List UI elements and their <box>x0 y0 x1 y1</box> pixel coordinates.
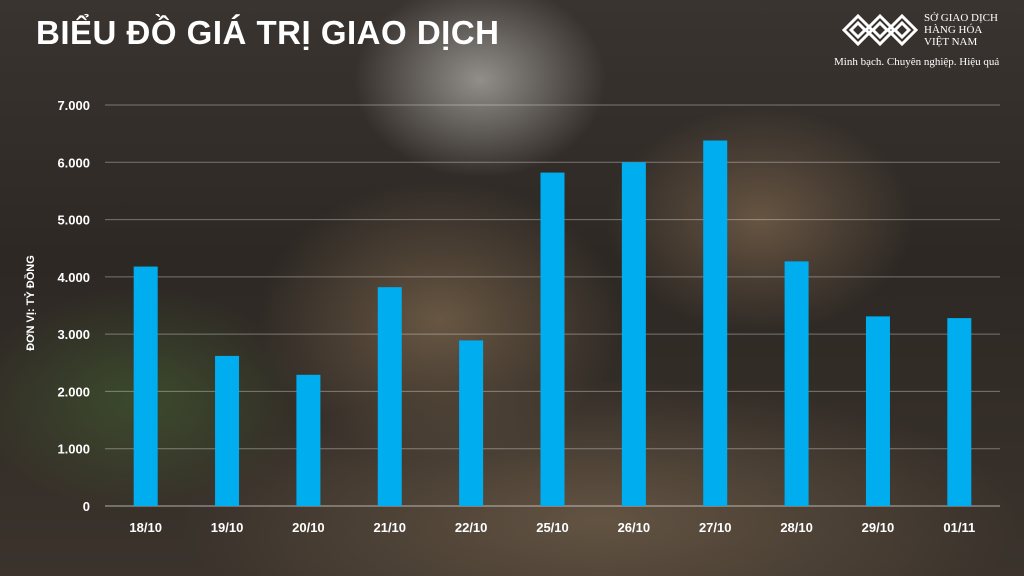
y-tick-label: 7.000 <box>57 98 90 113</box>
bar <box>784 261 809 506</box>
exchange-logo-icon <box>841 13 919 47</box>
x-tick-label: 26/10 <box>618 520 651 535</box>
exchange-name: SỞ GIAO DỊCH HÀNG HÓA VIỆT NAM <box>924 12 998 48</box>
x-tick-label: 25/10 <box>536 520 569 535</box>
bar <box>133 266 158 506</box>
brand-block: SỞ GIAO DỊCH HÀNG HÓA VIỆT NAM Minh bạch… <box>822 8 1012 72</box>
x-tick-label: 27/10 <box>699 520 732 535</box>
chart-title: BIỂU ĐỒ GIÁ TRỊ GIAO DỊCH <box>36 14 500 51</box>
y-tick-label: 1.000 <box>57 442 90 457</box>
x-tick-label: 01/11 <box>943 520 975 535</box>
bar <box>377 287 402 506</box>
x-tick-label: 18/10 <box>129 520 162 535</box>
x-tick-label: 21/10 <box>373 520 406 535</box>
bar <box>947 318 972 506</box>
y-tick-label: 6.000 <box>57 155 90 170</box>
x-tick-label: 19/10 <box>211 520 244 535</box>
bar <box>296 374 321 506</box>
y-tick-label: 4.000 <box>57 270 90 285</box>
exchange-tagline: Minh bạch. Chuyên nghiệp. Hiệu quả <box>834 56 1000 68</box>
x-tick-label: 22/10 <box>455 520 488 535</box>
y-tick-label: 5.000 <box>57 213 90 228</box>
x-tick-label: 20/10 <box>292 520 325 535</box>
x-tick-label: 29/10 <box>862 520 895 535</box>
y-tick-label: 2.000 <box>57 384 90 399</box>
bar <box>459 340 484 506</box>
y-tick-label: 3.000 <box>57 327 90 342</box>
bar <box>540 172 565 506</box>
bar <box>215 355 240 506</box>
y-tick-label: 0 <box>83 499 90 514</box>
bar <box>703 140 728 506</box>
bar <box>621 162 646 507</box>
bar <box>865 316 890 506</box>
x-tick-label: 28/10 <box>780 520 813 535</box>
